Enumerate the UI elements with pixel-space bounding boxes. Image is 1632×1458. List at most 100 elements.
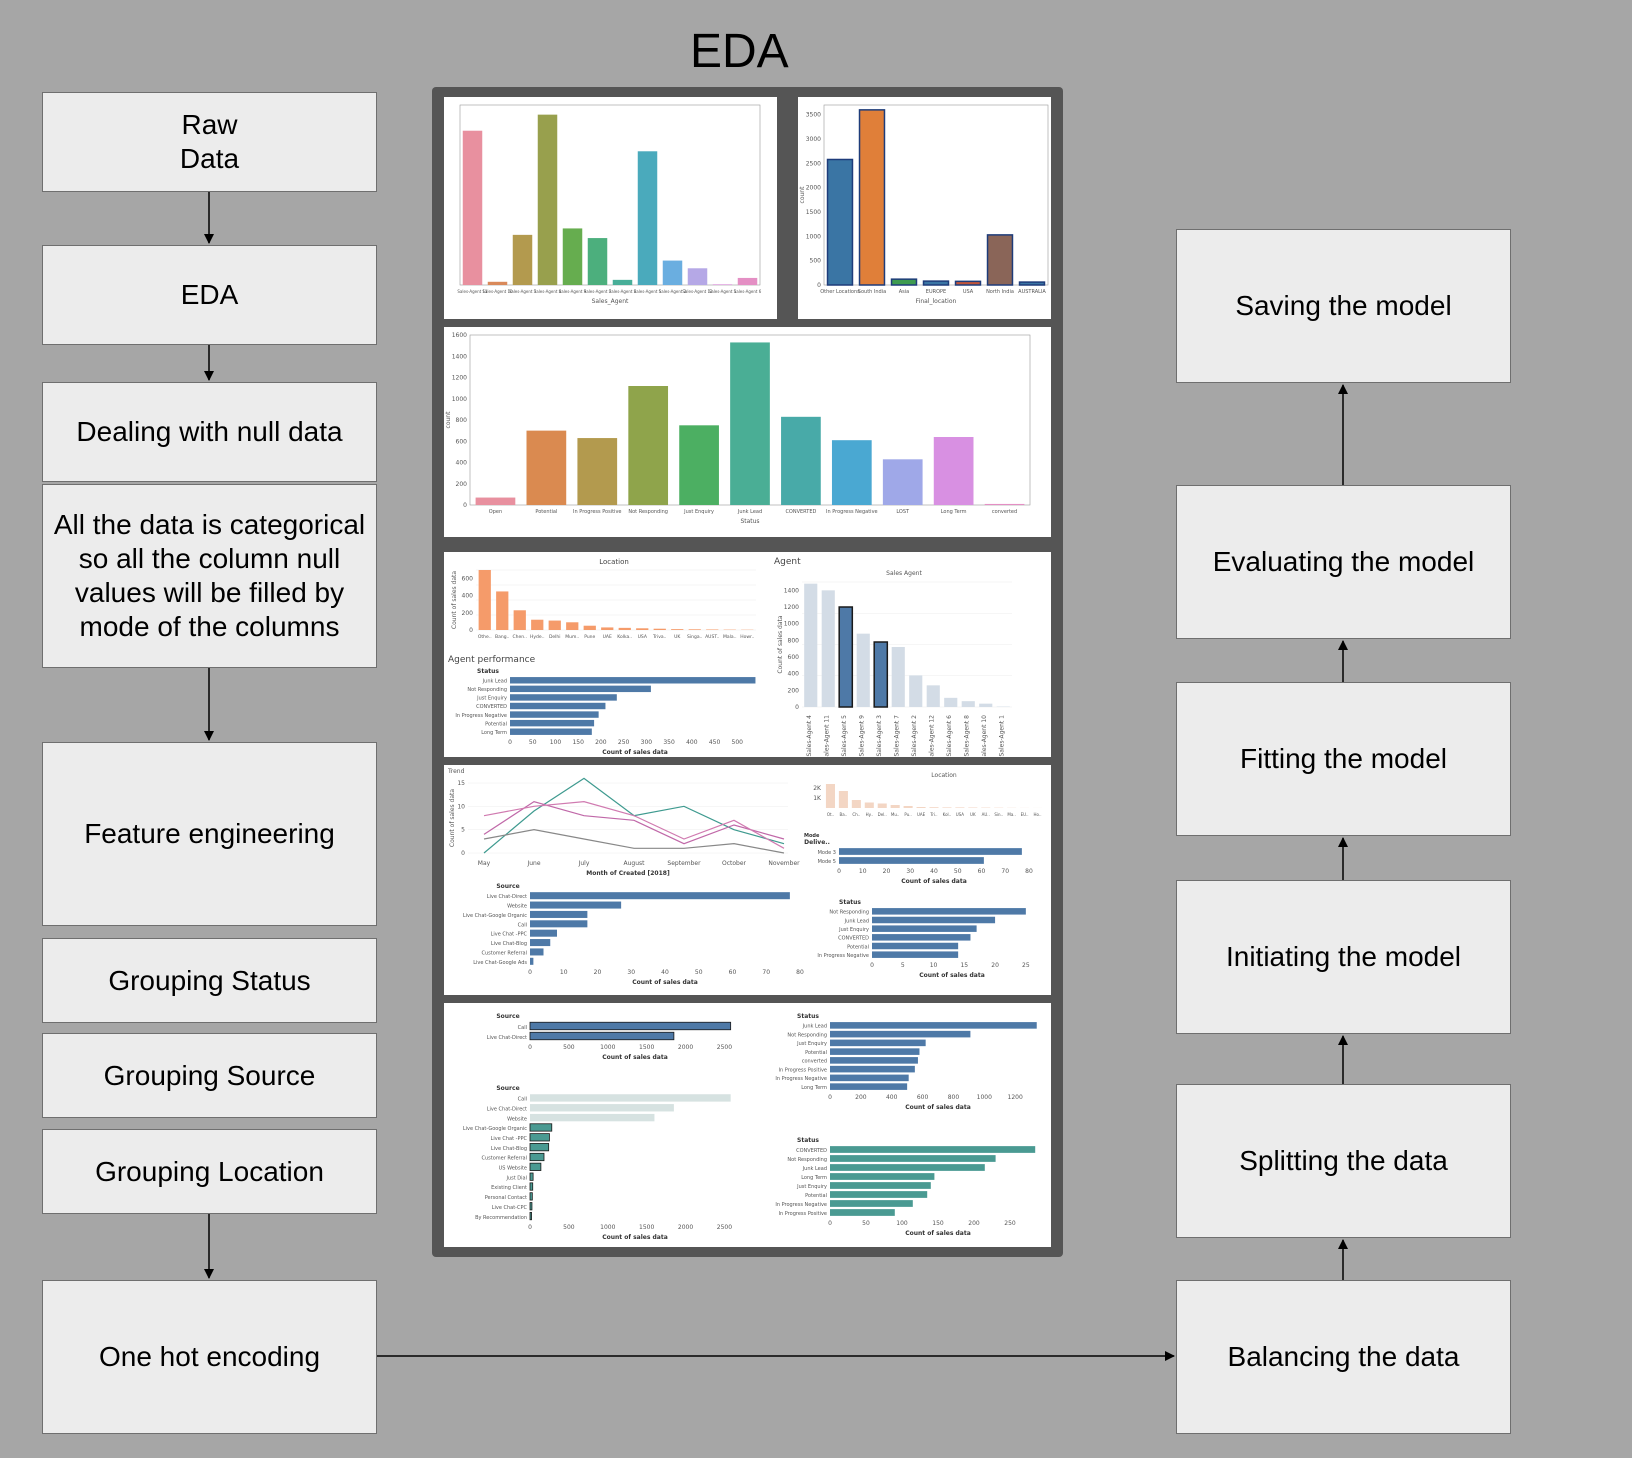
bar bbox=[529, 1192, 533, 1201]
x-tick-label: 100 bbox=[896, 1220, 908, 1227]
y-tick-label: 2000 bbox=[806, 185, 821, 192]
x-axis-label: Month of Created [2018] bbox=[586, 870, 670, 877]
step-grouping-status-label: Grouping Status bbox=[108, 964, 311, 996]
bar bbox=[510, 719, 595, 727]
y-tick-label: 600 bbox=[462, 576, 474, 583]
x-tick-label: October bbox=[722, 860, 747, 867]
step-raw-data: Raw Data bbox=[42, 92, 377, 192]
x-tick-label: 20 bbox=[883, 868, 891, 875]
bar bbox=[530, 1104, 674, 1112]
x-tick-label: Not Responding bbox=[628, 509, 668, 515]
x-tick-label: UAE bbox=[603, 634, 612, 640]
y-tick-label: 2500 bbox=[806, 160, 821, 167]
bar bbox=[530, 920, 588, 928]
bar bbox=[830, 1146, 1036, 1153]
x-tick-label: 100 bbox=[550, 739, 562, 746]
x-tick-label: 150 bbox=[932, 1220, 944, 1227]
y-tick-label: Not Responding bbox=[829, 910, 869, 916]
x-axis-label: Count of sales data bbox=[905, 1230, 971, 1237]
bar bbox=[478, 570, 491, 630]
x-tick-label: 300 bbox=[641, 739, 653, 746]
x-tick-label: Othe.. bbox=[478, 634, 492, 640]
y-axis-label: Status bbox=[797, 1013, 819, 1020]
bar bbox=[882, 459, 923, 505]
step-evaluating-model-label: Evaluating the model bbox=[1212, 546, 1475, 577]
x-tick-label: Pu.. bbox=[904, 812, 911, 817]
y-tick-label: 0 bbox=[463, 502, 467, 509]
bar bbox=[662, 260, 683, 285]
y-tick-label: Live Chat-Blog bbox=[491, 941, 527, 947]
x-tick-label: 60 bbox=[978, 868, 986, 875]
bar bbox=[830, 1065, 915, 1073]
eda-collage: Sales-Agent 11 Sales-Agent 10 Sales-Agent … bbox=[432, 87, 1063, 1257]
step-evaluating-model: Evaluating the model bbox=[1176, 485, 1511, 639]
chart-subtitle: Sales Agent bbox=[886, 570, 922, 577]
bar bbox=[529, 1211, 532, 1221]
y-tick-label: CONVERTED bbox=[796, 1148, 827, 1154]
y-tick-label: In Progress Positive bbox=[779, 1211, 827, 1217]
y-tick-label: 500 bbox=[810, 258, 822, 265]
x-tick-label: Sales-Agent 3 bbox=[509, 289, 537, 294]
step-splitting-data: Splitting the data bbox=[1176, 1084, 1511, 1238]
bar bbox=[531, 619, 544, 630]
x-tick-label: 30 bbox=[906, 868, 914, 875]
bar bbox=[830, 1191, 928, 1198]
bar bbox=[933, 437, 974, 505]
bar bbox=[830, 1048, 920, 1055]
bar bbox=[856, 633, 870, 707]
x-tick-label: UK bbox=[970, 812, 976, 817]
x-tick-label: 400 bbox=[886, 1094, 898, 1101]
x-tick-label: May bbox=[478, 860, 491, 867]
bar bbox=[984, 503, 1025, 505]
y-tick-label: In Progress Negative bbox=[775, 1076, 827, 1082]
step-grouping-source: Grouping Source bbox=[42, 1033, 377, 1118]
y-tick-label: 0 bbox=[469, 627, 473, 634]
plot-frame bbox=[459, 104, 761, 286]
bar bbox=[839, 857, 984, 864]
x-tick-label: Asia bbox=[899, 289, 909, 295]
bar bbox=[510, 711, 599, 718]
x-tick-label: LOST bbox=[896, 509, 910, 515]
x-axis-label: Count of sales data bbox=[602, 749, 668, 756]
y-tick-label: Call bbox=[518, 1097, 527, 1103]
y-tick-label: 400 bbox=[462, 593, 474, 600]
bar bbox=[637, 151, 658, 285]
step-null-data: Dealing with null data bbox=[42, 382, 377, 482]
y-tick-label: Potential bbox=[485, 721, 507, 727]
y-tick-label: Live Chat-Google Organic bbox=[463, 913, 527, 919]
x-tick-label: June bbox=[526, 860, 540, 867]
bar bbox=[872, 925, 977, 932]
bar bbox=[512, 234, 533, 285]
bar bbox=[530, 892, 790, 900]
x-tick-label: 50 bbox=[695, 969, 703, 976]
x-tick-label: Ho.. bbox=[1034, 812, 1042, 817]
x-tick-label: Junk Lead bbox=[737, 509, 762, 515]
y-tick-label: 1K bbox=[813, 795, 822, 802]
step-saving-model: Saving the model bbox=[1176, 229, 1511, 383]
bar bbox=[954, 280, 982, 286]
x-tick-label: 1500 bbox=[639, 1044, 654, 1051]
x-tick-label: EUROPE bbox=[926, 289, 946, 295]
bar bbox=[830, 1083, 908, 1090]
x-tick-label: Sales-Agent 7 bbox=[584, 289, 612, 294]
y-tick-label: Just Enquiry bbox=[796, 1184, 827, 1190]
y-tick-label: 10 bbox=[457, 803, 465, 810]
x-tick-label: 1000 bbox=[977, 1094, 992, 1101]
chart-title: Agent performance bbox=[448, 655, 536, 665]
bar bbox=[529, 1143, 550, 1152]
x-tick-label: Bang.. bbox=[495, 634, 509, 640]
y-tick-label: Customer Referral bbox=[481, 1156, 527, 1162]
y-tick-label: 3000 bbox=[806, 136, 821, 143]
bar bbox=[903, 806, 913, 808]
bar bbox=[864, 802, 874, 808]
chart-status: 0 200 400 600 800 1000 1200 1400 1600 Open Potenti… bbox=[444, 327, 1051, 537]
x-tick-label: 40 bbox=[661, 969, 669, 976]
y-tick-label: Potential bbox=[805, 1050, 827, 1056]
step-raw-data-label: Raw Data bbox=[179, 109, 240, 174]
y-axis-label: Source bbox=[496, 883, 519, 890]
y-tick-label: 1200 bbox=[784, 604, 799, 611]
x-tick-label: 10 bbox=[859, 868, 867, 875]
bar bbox=[510, 677, 756, 684]
bar bbox=[530, 910, 588, 918]
chart-title: Location bbox=[931, 772, 957, 779]
